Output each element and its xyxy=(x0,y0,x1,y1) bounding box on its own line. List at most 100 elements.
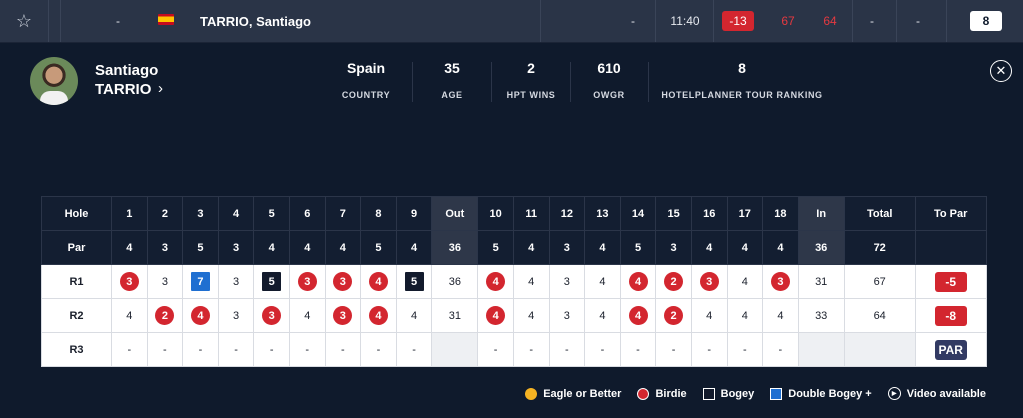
bogey-square-icon xyxy=(702,387,715,400)
hole-score-cell: - xyxy=(217,332,255,367)
scorecard-table: Hole 1 2 3 4 5 6 7 8 9 Out 10 11 12 13 14 15 16 17 18 In Tota… xyxy=(41,196,987,367)
birdie-score: 3 xyxy=(699,272,719,291)
hole-score-cell: 3 xyxy=(217,298,255,333)
par-cell: 4 xyxy=(395,230,433,265)
header-cell: 8 xyxy=(360,196,397,231)
round-row[interactable]: R1 3 3 7 3 5 3 3 4 5 36 4 4 3 4 4 2 3 4 3 31 67 -5 xyxy=(41,264,987,299)
hole-score-cell: - xyxy=(690,332,728,367)
birdie-score: 4 xyxy=(628,306,648,325)
hole-score-cell: 4 xyxy=(477,264,514,299)
par-cell: 4 xyxy=(324,230,362,265)
round1-score: 67 xyxy=(781,14,795,28)
birdie-score: 3 xyxy=(333,272,353,291)
par-cell: 3 xyxy=(146,230,184,265)
hole-score-cell: 3 xyxy=(253,298,290,333)
header-cell: 18 xyxy=(762,196,799,231)
divider xyxy=(896,0,897,42)
hole-score-cell: 4 xyxy=(762,298,799,333)
divider xyxy=(570,62,571,102)
hole-score-cell: 4 xyxy=(288,298,326,333)
par-cell: 5 xyxy=(477,230,514,265)
header-cell: 17 xyxy=(726,196,764,231)
hole-score-cell: 3 xyxy=(548,298,586,333)
stat-value: Spain xyxy=(346,60,386,76)
round-row[interactable]: R3- - - - - - - - - - - - - - - - - - PAR xyxy=(41,332,987,367)
hole-score-cell: 4 xyxy=(360,298,397,333)
birdie-score: 4 xyxy=(628,272,648,291)
hole-score-cell: 3 xyxy=(324,264,362,299)
tee-time: 11:40 xyxy=(670,14,700,28)
to-par-cell: -8 xyxy=(914,298,987,333)
par-cell: 5 xyxy=(360,230,397,265)
hole-score-cell: 3 xyxy=(217,264,255,299)
hole-score-cell: - xyxy=(762,332,799,367)
birdie-score: 4 xyxy=(368,272,388,291)
birdie-score: 4 xyxy=(190,306,210,325)
hole-score-cell: - xyxy=(360,332,397,367)
hole-score-cell xyxy=(843,332,916,367)
divider xyxy=(713,0,714,42)
bogey-score: 5 xyxy=(404,272,424,291)
par-cell: 36 xyxy=(431,230,479,265)
header-cell: 2 xyxy=(146,196,184,231)
birdie-score: 3 xyxy=(297,272,317,291)
hole-score-cell: 4 xyxy=(360,264,397,299)
legend-video: ▶ Video available xyxy=(887,387,986,400)
birdie-score: 2 xyxy=(155,306,175,325)
hole-score-cell: 67 xyxy=(843,264,916,299)
hole-score-cell: 33 xyxy=(797,298,845,333)
legend: Eagle or Better Birdie Bogey Double Boge… xyxy=(517,387,986,400)
stat-hpt-wins: 2 HPT WINS xyxy=(492,60,570,100)
header-cell: 5 xyxy=(253,196,290,231)
stat-label: HPT WINS xyxy=(506,90,556,100)
round-row[interactable]: R2 4 2 4 3 3 4 3 4 4 31 4 4 3 4 4 2 4 4 4 33 64 -8 xyxy=(41,298,987,333)
hole-score-cell: - xyxy=(512,332,550,367)
favorite-star-icon[interactable]: ☆ xyxy=(15,10,33,31)
hole-score-cell: 4 xyxy=(690,298,728,333)
hole-score-cell: 4 xyxy=(584,264,621,299)
stat-tour-ranking: 8 HOTELPLANNER TOUR RANKING xyxy=(652,60,832,100)
stat-age: 35 AGE xyxy=(420,60,484,100)
legend-bogey: Bogey xyxy=(702,387,754,400)
hole-score-cell: 2 xyxy=(146,298,184,333)
hole-score-cell: 64 xyxy=(843,298,916,333)
leaderboard-row[interactable]: ☆ - TARRIO, Santiago - 11:40 -13 67 64 -… xyxy=(0,0,1023,43)
par-cell: 4 xyxy=(253,230,290,265)
birdie-score: 3 xyxy=(770,272,790,291)
header-cell: Hole xyxy=(41,196,112,231)
divider xyxy=(491,62,492,102)
to-par-badge: PAR xyxy=(934,339,967,360)
double-bogey-square-icon xyxy=(770,387,783,400)
round4-score: - xyxy=(916,14,920,28)
round2-score: 64 xyxy=(823,14,837,28)
hole-score-cell: - xyxy=(182,332,219,367)
avatar xyxy=(30,57,78,105)
bogey-score: 5 xyxy=(262,272,282,291)
par-cell: 5 xyxy=(182,230,219,265)
chevron-right-icon[interactable]: › xyxy=(158,80,163,97)
par-cell: 4 xyxy=(512,230,550,265)
hole-score-cell: 4 xyxy=(512,264,550,299)
hole-score-cell: 2 xyxy=(655,298,692,333)
divider xyxy=(48,0,49,42)
stat-label: COUNTRY xyxy=(341,90,391,100)
round3-score: - xyxy=(870,14,874,28)
par-cell: 3 xyxy=(548,230,586,265)
header-cell: Total xyxy=(843,196,916,231)
par-cell: 3 xyxy=(655,230,692,265)
header-cell: 4 xyxy=(217,196,255,231)
legend-label: Birdie xyxy=(655,387,687,400)
player-name[interactable]: TARRIO, Santiago xyxy=(200,13,311,29)
hole-score-cell: - xyxy=(655,332,692,367)
header-cell: 3 xyxy=(182,196,219,231)
par-cell: 3 xyxy=(217,230,255,265)
hole-score-cell xyxy=(797,332,845,367)
player-last-name-link[interactable]: TARRIO xyxy=(95,81,152,98)
close-button[interactable]: ✕ xyxy=(990,60,1012,82)
birdie-score: 4 xyxy=(368,306,388,325)
divider xyxy=(412,62,413,102)
legend-label: Video available xyxy=(906,387,986,400)
header-cell: 7 xyxy=(324,196,362,231)
hole-score-cell: 3 xyxy=(690,264,728,299)
legend-double-bogey: Double Bogey + xyxy=(770,387,872,400)
